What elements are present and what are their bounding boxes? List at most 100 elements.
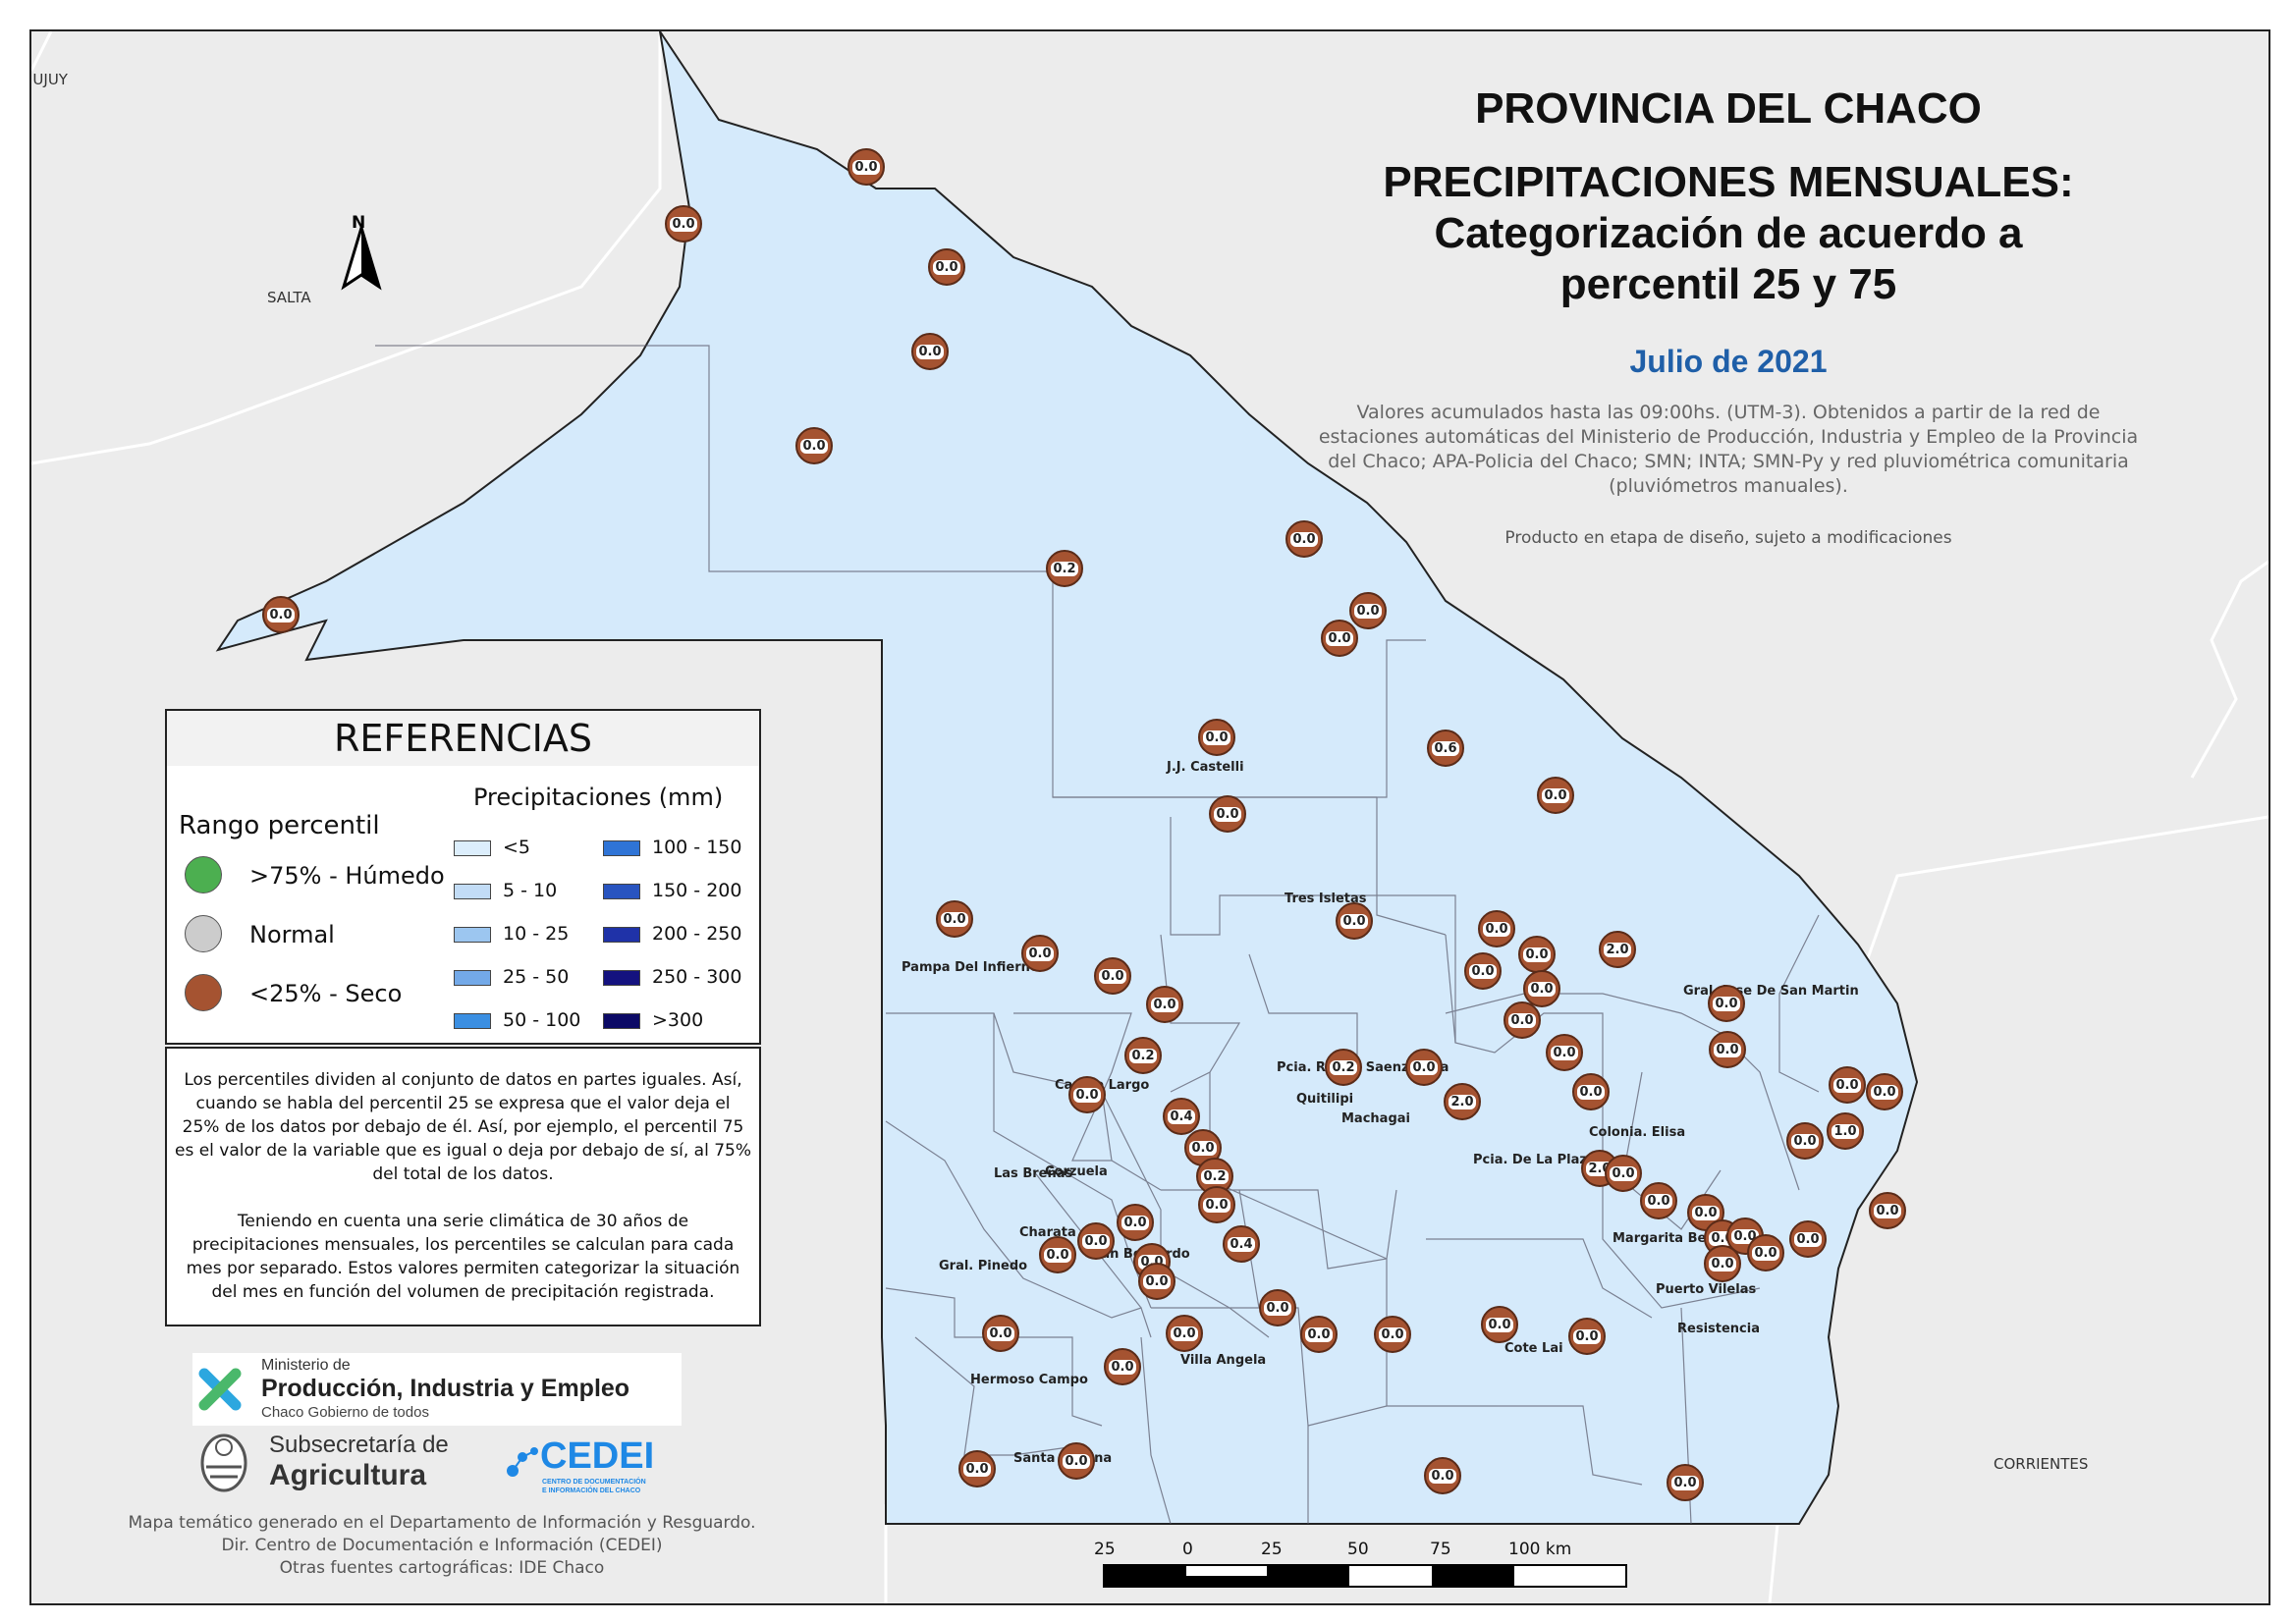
station-value: 0.0 [1340, 913, 1368, 929]
legend-dot-normal [185, 915, 222, 952]
station-value: 0.0 [963, 1461, 991, 1477]
station-value: 0.0 [1429, 1468, 1456, 1484]
border-south-east [1846, 815, 2269, 1014]
footer-line2: Dir. Centro de Documentación e Informaci… [221, 1536, 663, 1555]
title-line3: Categorización de acuerdo a [1434, 209, 2023, 257]
station-value: 0.0 [1577, 1084, 1605, 1100]
station-value: 0.0 [1528, 981, 1556, 997]
legend-box: REFERENCIAS Rango percentil >75% - Húmed… [165, 709, 761, 1045]
station-marker: 0.0 [1866, 1073, 1903, 1110]
town-label: Puerto Vilelas [1656, 1282, 1757, 1297]
station-marker: 0.0 [1146, 986, 1183, 1023]
station-marker: 0.0 [1077, 1222, 1115, 1260]
province-map [31, 31, 2269, 1603]
station-value: 0.0 [1121, 1215, 1149, 1230]
station-marker: 0.0 [928, 248, 965, 286]
legend-label-humid: >75% - Húmedo [249, 862, 445, 890]
station-marker: 0.0 [1209, 795, 1246, 833]
station-marker: 2.0 [1599, 931, 1636, 968]
border-east [2190, 560, 2269, 779]
station-value: 0.0 [1082, 1233, 1110, 1249]
description-text: Valores acumulados hasta las 09:00hs. (U… [1318, 402, 2139, 497]
town-label: Colonia. Elisa [1589, 1125, 1686, 1140]
station-value: 0.0 [1645, 1193, 1672, 1209]
station-marker: 0.0 [958, 1450, 996, 1488]
legend-title: REFERENCIAS [167, 711, 759, 766]
station-marker: 0.0 [1789, 1220, 1827, 1258]
station-marker: 0.0 [1198, 719, 1235, 756]
sub-line1: Subsecretaría de [269, 1432, 449, 1458]
station-value: 0.0 [1203, 730, 1230, 745]
scale-label: 25 [1261, 1540, 1283, 1559]
station-value: 0.2 [1201, 1168, 1229, 1184]
town-label: Resistencia [1677, 1322, 1760, 1336]
scale-bar [1103, 1564, 1627, 1588]
station-value: 0.0 [1709, 1256, 1736, 1271]
station-value: 0.2 [1129, 1048, 1157, 1063]
subsecretaria-logo: Subsecretaría de Agricultura [196, 1428, 471, 1498]
station-value: 0.0 [1326, 630, 1353, 646]
station-value: 0.0 [1044, 1247, 1071, 1263]
station-marker: 0.0 [936, 900, 973, 938]
station-value: 0.0 [1551, 1045, 1578, 1060]
station-value: 0.0 [1713, 996, 1740, 1011]
station-value: 0.0 [1109, 1359, 1136, 1375]
station-value: 0.2 [1051, 561, 1078, 576]
station-value: 0.0 [1508, 1012, 1536, 1028]
station-value: 0.0 [1833, 1077, 1861, 1093]
station-marker: 0.0 [262, 596, 300, 633]
draft-note: Producto en etapa de diseño, sujeto a mo… [1504, 528, 1952, 548]
station-marker: 0.0 [1374, 1316, 1411, 1353]
station-marker: 0.0 [1198, 1186, 1235, 1223]
station-marker: 0.0 [795, 427, 833, 464]
station-marker: 0.0 [1709, 1031, 1746, 1068]
station-value: 0.0 [1143, 1273, 1171, 1289]
cedei-sub1: CENTRO DE DOCUMENTACIÓN [542, 1479, 646, 1486]
station-value: 0.0 [1483, 921, 1510, 937]
station-value: 0.0 [1171, 1325, 1198, 1341]
station-marker: 0.0 [1349, 592, 1387, 629]
precip-swatch [454, 840, 491, 856]
sub-line2: Agricultura [269, 1459, 427, 1491]
town-label: Machagai [1341, 1111, 1410, 1126]
shield-icon [200, 1434, 247, 1492]
station-value: 0.0 [1264, 1300, 1291, 1316]
station-value: 0.0 [1671, 1475, 1699, 1490]
precip-swatch-label: 50 - 100 [503, 1009, 581, 1031]
station-value: 0.6 [1432, 740, 1459, 756]
station-marker: 0.0 [1068, 1076, 1106, 1113]
station-marker: 0.0 [1021, 935, 1059, 972]
station-marker: 0.0 [1481, 1306, 1518, 1343]
station-marker: 0.0 [982, 1315, 1019, 1352]
station-value: 0.0 [1305, 1326, 1333, 1342]
precip-swatch [603, 970, 640, 986]
station-value: 0.0 [1542, 787, 1569, 803]
station-marker: 0.4 [1223, 1225, 1260, 1263]
station-value: 0.0 [987, 1325, 1014, 1341]
percentile-note: Los percentiles dividen al conjunto de d… [165, 1047, 761, 1326]
station-marker: 0.0 [1568, 1318, 1606, 1355]
precip-swatch-label: 25 - 50 [503, 966, 570, 988]
ministry-line1: Ministerio de [261, 1357, 351, 1374]
station-marker: 0.0 [1104, 1348, 1141, 1385]
town-label: Quitilipi [1296, 1092, 1354, 1107]
station-value: 2.0 [1449, 1094, 1476, 1109]
scale-label: 50 [1347, 1540, 1369, 1559]
scale-label: 100 km [1508, 1540, 1572, 1559]
month-subtitle: Julio de 2021 [1629, 344, 1828, 379]
station-value: 0.0 [1151, 997, 1178, 1012]
town-label: Cote Lai [1504, 1341, 1563, 1356]
station-marker: 0.0 [1424, 1457, 1461, 1494]
neighbor-label-corrientes: CORRIENTES [1994, 1455, 2089, 1473]
precip-swatch-label: 5 - 10 [503, 880, 558, 901]
precip-swatch [454, 884, 491, 899]
station-value: 0.4 [1168, 1109, 1195, 1124]
station-value: 0.0 [1610, 1165, 1637, 1181]
precip-swatch [603, 840, 640, 856]
footer-credits: Mapa temático generado en el Departament… [98, 1512, 786, 1580]
station-marker: 0.0 [1640, 1182, 1677, 1219]
north-arrow [341, 222, 382, 291]
station-marker: 0.0 [665, 205, 702, 243]
station-value: 0.0 [1063, 1453, 1090, 1469]
station-value: 0.0 [1486, 1317, 1513, 1332]
